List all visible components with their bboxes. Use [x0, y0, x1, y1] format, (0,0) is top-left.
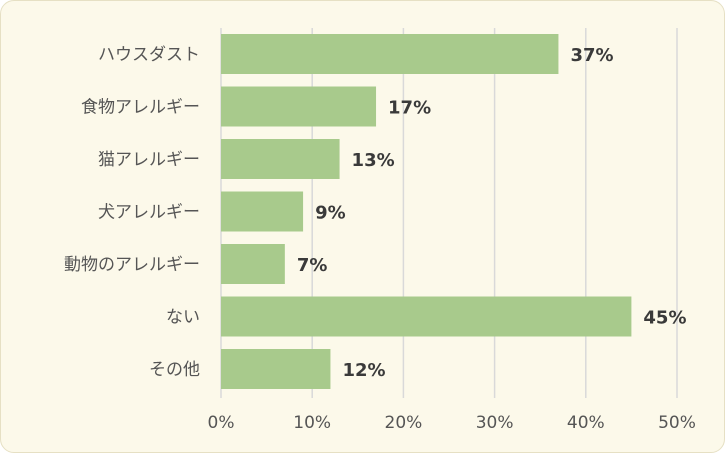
- bar: [221, 86, 377, 127]
- category-label: 食物アレルギー: [81, 98, 200, 118]
- value-label: 13%: [352, 150, 395, 171]
- category-label: その他: [149, 360, 200, 380]
- category-label: ない: [166, 308, 200, 328]
- value-label: 37%: [570, 45, 613, 66]
- bar: [221, 349, 331, 389]
- x-tick-label: 50%: [658, 413, 696, 433]
- x-tick-label: 40%: [567, 413, 605, 433]
- value-label: 45%: [643, 308, 686, 329]
- bar: [221, 191, 304, 232]
- bar: [221, 139, 340, 179]
- category-label: 犬アレルギー: [98, 203, 200, 223]
- x-tick-label: 10%: [293, 413, 331, 433]
- bar: [221, 34, 559, 74]
- x-tick-label: 30%: [476, 413, 514, 433]
- bar: [221, 244, 285, 284]
- value-label: 9%: [315, 203, 346, 224]
- x-tick-label: 0%: [208, 413, 235, 433]
- x-tick-label: 20%: [385, 413, 423, 433]
- category-label: 動物のアレルギー: [64, 255, 200, 275]
- value-label: 7%: [297, 255, 328, 276]
- value-label: 12%: [342, 360, 385, 381]
- category-label: 猫アレルギー: [98, 150, 200, 170]
- bar: [221, 296, 632, 337]
- category-label: ハウスダスト: [98, 45, 200, 65]
- value-label: 17%: [388, 98, 431, 119]
